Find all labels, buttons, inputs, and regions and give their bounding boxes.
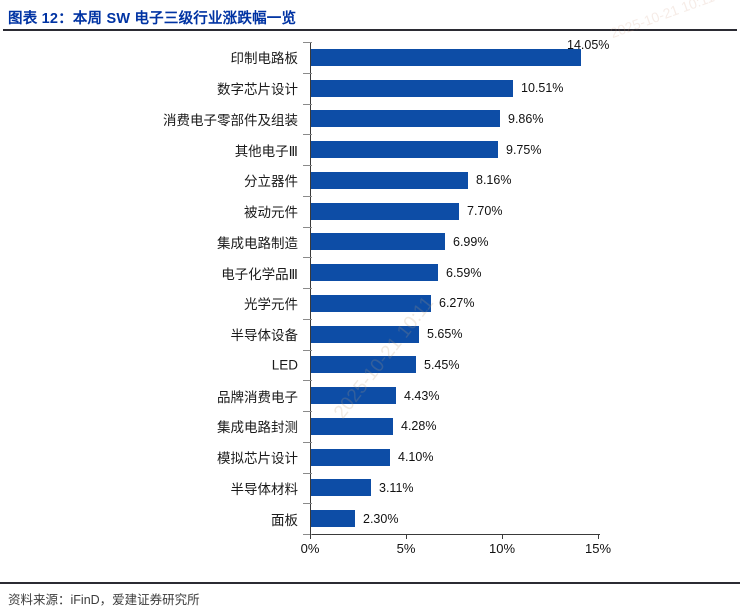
category-label: 其他电子Ⅲ	[234, 143, 298, 159]
value-label: 10.51%	[521, 81, 564, 96]
source-note: 资料来源：iFinD，爱建证券研究所	[8, 593, 200, 607]
value-label: 4.28%	[401, 419, 437, 434]
category-label: LED	[271, 357, 298, 373]
footer-divider	[0, 582, 740, 584]
y-axis-tick	[303, 380, 312, 382]
value-label: 9.75%	[506, 142, 542, 157]
category-label: 集成电路制造	[217, 235, 298, 251]
title-divider	[3, 29, 737, 31]
category-label: 品牌消费电子	[217, 389, 298, 405]
category-label: 分立器件	[244, 174, 298, 190]
y-axis-tick	[303, 318, 312, 320]
category-label: 被动元件	[244, 205, 298, 221]
bar	[311, 417, 393, 435]
y-axis-tick	[303, 134, 312, 136]
value-label: 14.05%	[567, 38, 610, 52]
y-axis-tick	[303, 349, 312, 351]
value-label: 3.11%	[379, 480, 414, 495]
y-axis-tick	[303, 72, 312, 74]
y-axis-tick	[303, 441, 312, 443]
category-label: 数字芯片设计	[217, 82, 298, 98]
category-label: 印制电路板	[230, 51, 299, 67]
value-label: 5.65%	[427, 327, 463, 342]
bar	[311, 110, 500, 128]
category-label: 消费电子零部件及组装	[163, 112, 298, 128]
value-label: 8.16%	[476, 173, 512, 188]
value-label: 9.86%	[508, 111, 544, 126]
y-axis-tick	[303, 288, 312, 289]
category-label: 面板	[271, 512, 298, 528]
y-axis-tick	[303, 503, 312, 505]
bar	[311, 79, 513, 97]
y-axis-tick	[303, 165, 312, 166]
x-axis-tick	[310, 534, 311, 539]
bar	[311, 510, 355, 528]
bar	[311, 233, 445, 251]
x-axis-tick	[502, 534, 503, 539]
bar	[311, 448, 390, 466]
value-label: 2.30%	[363, 511, 399, 526]
x-tick-label: 0%	[300, 541, 320, 556]
bar	[311, 141, 498, 159]
bar	[311, 202, 459, 220]
x-tick-label: 15%	[584, 541, 612, 556]
category-label: 集成电路封测	[217, 420, 298, 436]
figure-title: 图表 12：本周 SW 电子三级行业涨跌幅一览	[8, 11, 297, 27]
bar	[311, 387, 396, 405]
value-label: 4.43%	[404, 388, 440, 403]
y-axis-tick	[303, 472, 312, 474]
value-label: 6.27%	[439, 296, 475, 311]
value-label: 5.45%	[424, 357, 460, 372]
category-label: 半导体材料	[230, 481, 299, 497]
bar	[311, 325, 419, 343]
x-axis-line	[310, 534, 600, 535]
x-tick-label: 5%	[396, 541, 416, 556]
bar	[311, 294, 431, 312]
bar	[311, 171, 468, 189]
category-label: 半导体设备	[230, 328, 299, 344]
bar	[311, 479, 371, 497]
bar	[311, 264, 438, 282]
y-axis-tick	[303, 42, 312, 43]
value-label: 6.99%	[453, 234, 489, 249]
y-axis-tick	[303, 257, 312, 259]
x-axis-tick	[598, 534, 599, 539]
y-axis-tick	[303, 226, 312, 228]
y-axis-tick	[303, 411, 312, 412]
category-label: 光学元件	[244, 297, 298, 313]
y-axis-tick	[303, 195, 312, 197]
bar-chart: 印制电路板 14.05% 数字芯片设计 10.51% 消费电子零部件及组装 9.86% 其他…	[163, 0, 717, 556]
value-label: 6.59%	[446, 265, 482, 280]
category-label: 电子化学品Ⅲ	[221, 266, 298, 282]
date-watermark-secondary: 2025-10-21 10:11	[608, 0, 717, 42]
x-tick-label: 10%	[488, 541, 516, 556]
value-label: 7.70%	[467, 204, 503, 219]
value-label: 4.10%	[398, 450, 434, 465]
x-axis-tick	[406, 534, 407, 539]
bar	[311, 48, 581, 66]
category-label: 模拟芯片设计	[217, 451, 298, 467]
y-axis-tick	[303, 534, 312, 535]
y-axis-tick	[303, 103, 312, 105]
bar	[311, 356, 416, 374]
